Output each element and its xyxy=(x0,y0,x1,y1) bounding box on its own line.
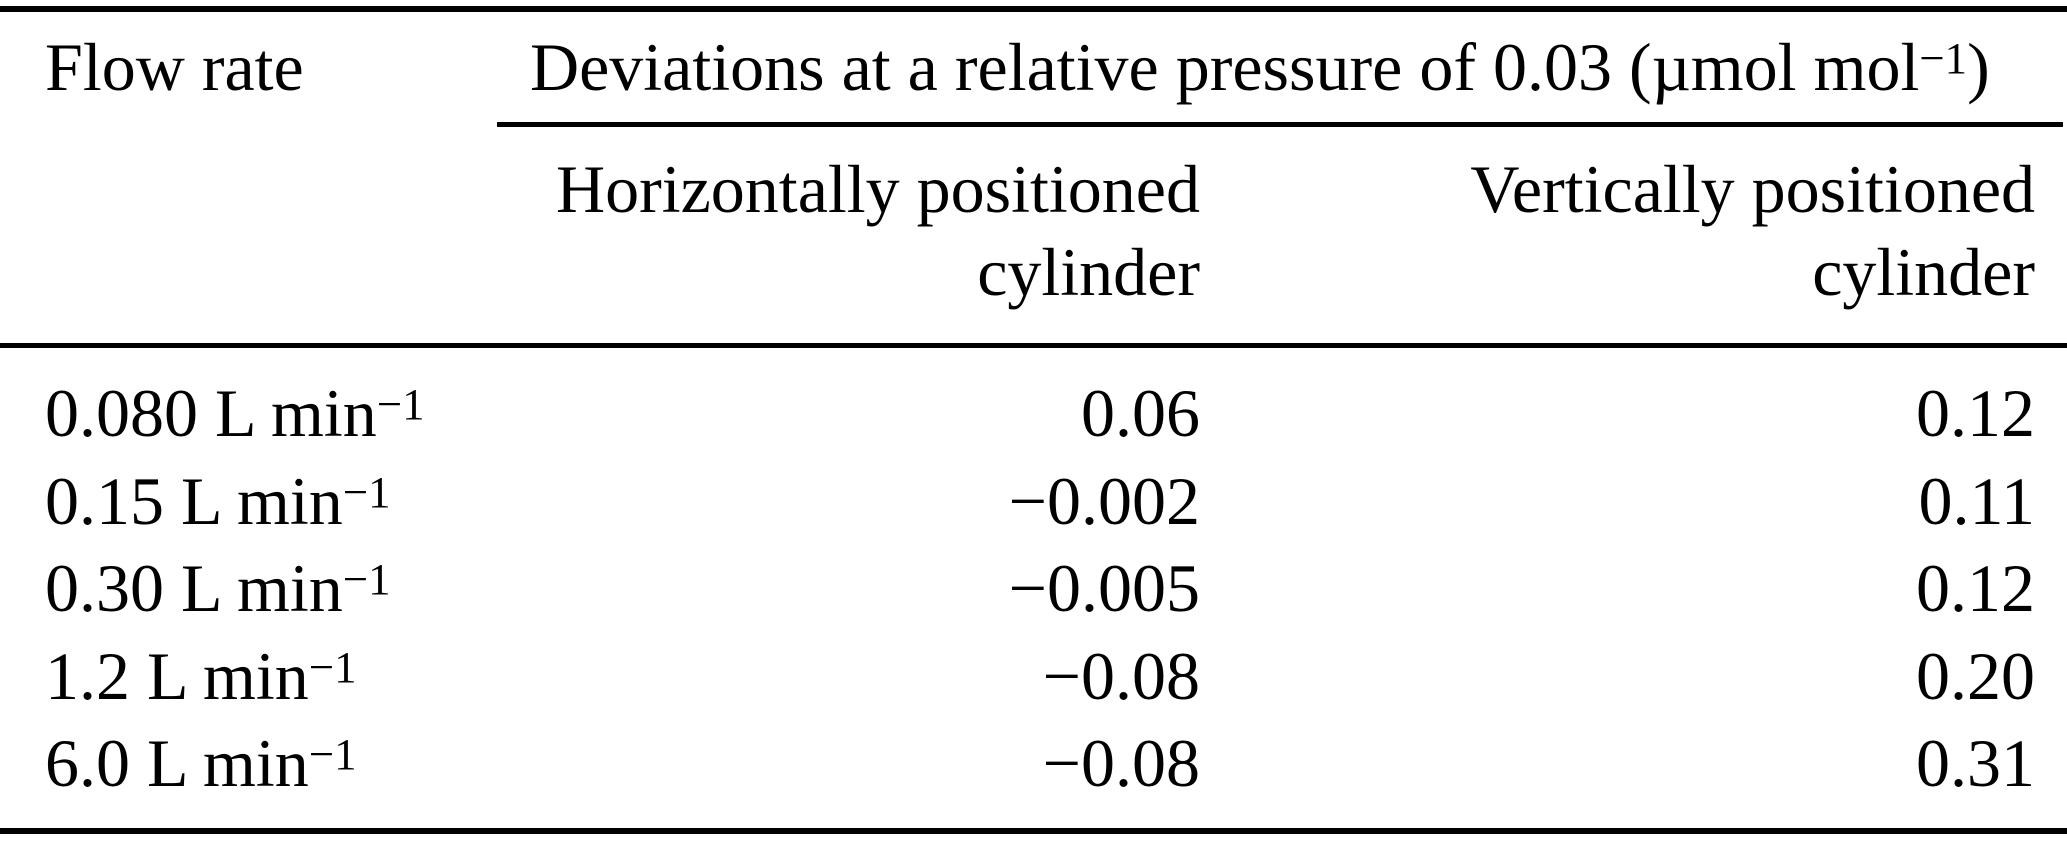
exponent-superscript: −1 xyxy=(1919,32,1968,83)
vertical-deviation-cell: 0.12 xyxy=(1916,550,2035,626)
horizontal-deviation-cell: 0.06 xyxy=(1081,375,1200,451)
horizontal-deviation-cell: −0.002 xyxy=(1008,463,1200,539)
horizontal-deviation-cell: −0.08 xyxy=(1042,725,1200,801)
horizontal-deviation-cell: −0.005 xyxy=(1008,550,1200,626)
exponent-superscript: −1 xyxy=(342,553,391,604)
flow-rate-cell: 1.2 L min−1 xyxy=(45,642,357,710)
vertical-deviation-cell: 0.11 xyxy=(1918,463,2035,539)
exponent-superscript: −1 xyxy=(308,728,357,779)
subheader-vertical-line1: Vertically positioned xyxy=(1470,151,2035,227)
deviations-header-close-paren: ) xyxy=(1967,29,1990,105)
table-row: 6.0 L min−1 −0.08 0.31 xyxy=(0,729,2067,809)
flow-rate-value: 0.15 L min xyxy=(45,463,343,539)
vertical-deviation-cell: 0.12 xyxy=(1916,375,2035,451)
table-row: 1.2 L min−1 −0.08 0.20 xyxy=(0,642,2067,722)
flow-rate-cell: 0.30 L min−1 xyxy=(45,554,391,622)
flow-rate-cell: 0.15 L min−1 xyxy=(45,467,391,535)
vertical-deviation-cell: 0.20 xyxy=(1916,638,2035,714)
table-row: 0.15 L min−1 −0.002 0.11 xyxy=(0,467,2067,547)
table-row: 0.30 L min−1 −0.005 0.12 xyxy=(0,554,2067,634)
subheader-horizontal-line2: cylinder xyxy=(977,233,1200,310)
flow-rate-cell: 0.080 L min−1 xyxy=(45,379,425,447)
flow-rate-cell: 6.0 L min−1 xyxy=(45,729,357,797)
exponent-superscript: −1 xyxy=(308,641,357,692)
subheader-horizontal-cylinder: Horizontally positioned cylinder xyxy=(556,148,1200,314)
deviations-column-header: Deviations at a relative pressure of 0.0… xyxy=(530,33,1990,101)
subheader-vertical-cylinder: Vertically positioned cylinder xyxy=(1470,148,2035,314)
vertical-deviation-cell: 0.31 xyxy=(1916,725,2035,801)
exponent-superscript: −1 xyxy=(376,378,425,429)
subheader-vertical-line2: cylinder xyxy=(1812,233,2035,310)
header-body-divider-rule xyxy=(0,343,2067,348)
top-rule xyxy=(0,6,2067,12)
bottom-rule xyxy=(0,828,2067,834)
flow-rate-value: 6.0 L min xyxy=(45,725,309,801)
flow-rate-column-header: Flow rate xyxy=(45,29,304,105)
table-row: 0.080 L min−1 0.06 0.12 xyxy=(0,379,2067,459)
deviations-header-text: Deviations at a relative pressure of 0.0… xyxy=(530,29,1920,105)
subheader-horizontal-line1: Horizontally positioned xyxy=(555,151,1200,227)
exponent-superscript: −1 xyxy=(342,466,391,517)
flow-rate-value: 0.30 L min xyxy=(45,550,343,626)
deviations-span-rule xyxy=(497,122,2063,127)
flow-rate-value: 0.080 L min xyxy=(45,375,377,451)
flow-rate-value: 1.2 L min xyxy=(45,638,309,714)
horizontal-deviation-cell: −0.08 xyxy=(1042,638,1200,714)
